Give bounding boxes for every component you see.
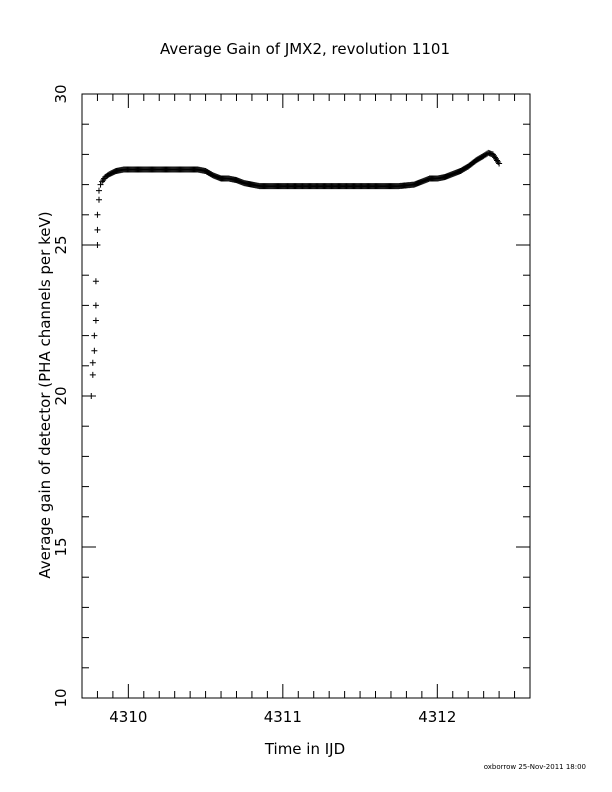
y-tick-label: 20 xyxy=(52,386,70,405)
y-axis-label: Average gain of detector (PHA channels p… xyxy=(36,211,54,578)
data-point xyxy=(91,332,98,339)
x-tick-label: 4312 xyxy=(418,708,456,726)
data-point xyxy=(94,211,101,218)
footer-note: oxborrow 25-Nov-2011 18:00 xyxy=(484,763,586,771)
axis-tick-labels: 4310 4311 4312 10 15 20 25 30 xyxy=(52,84,456,726)
data-point xyxy=(496,160,503,167)
data-point xyxy=(94,226,101,233)
data-point xyxy=(95,187,102,194)
data-point xyxy=(97,181,104,188)
data-series xyxy=(88,149,503,399)
data-point xyxy=(91,347,98,354)
data-point xyxy=(88,393,95,399)
data-point xyxy=(89,371,96,378)
x-tick-label: 4310 xyxy=(109,708,147,726)
y-tick-label: 15 xyxy=(52,537,70,556)
data-point xyxy=(89,359,96,366)
data-point xyxy=(95,196,102,203)
y-tick-label: 10 xyxy=(52,688,70,707)
data-point xyxy=(92,278,99,285)
chart-title: Average Gain of JMX2, revolution 1101 xyxy=(160,40,450,58)
y-tick-label: 25 xyxy=(52,235,70,254)
data-point xyxy=(92,317,99,324)
y-tick-label: 30 xyxy=(52,84,70,103)
x-axis-label: Time in IJD xyxy=(264,740,345,758)
x-tick-label: 4311 xyxy=(264,708,302,726)
data-point xyxy=(92,302,99,309)
data-point xyxy=(94,242,101,248)
